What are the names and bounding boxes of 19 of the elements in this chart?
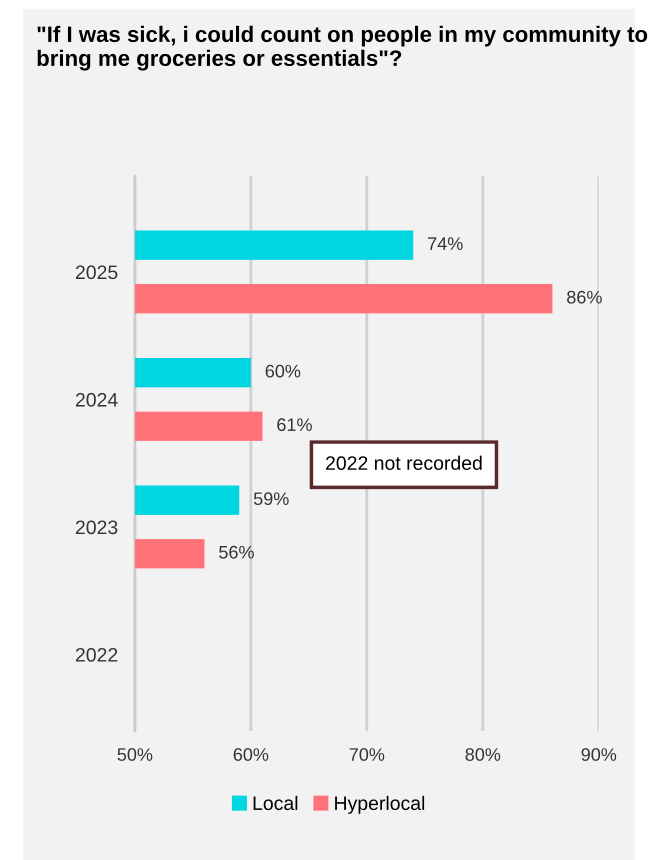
- data-label: 86%: [567, 290, 602, 304]
- y-tick-label: 2022: [76, 648, 118, 662]
- y-tick-label: 2023: [76, 520, 118, 534]
- x-tick-label: 90%: [582, 748, 616, 761]
- x-tick-label: 50%: [118, 748, 152, 761]
- y-tick-label: 2025: [76, 265, 118, 280]
- x-tick-label: 70%: [350, 748, 384, 761]
- x-tick-label: 60%: [234, 748, 268, 761]
- data-label: 56%: [219, 546, 254, 559]
- data-label: 61%: [277, 418, 312, 432]
- data-label: 74%: [428, 237, 463, 250]
- legend-label: Local: [254, 796, 298, 810]
- data-label: 60%: [266, 364, 300, 378]
- annotation: 2022 not recorded: [326, 456, 482, 470]
- legend-label: Hyperlocal: [335, 796, 424, 814]
- data-label: 59%: [254, 492, 289, 506]
- y-tick-label: 2024: [76, 392, 118, 407]
- chart-title: "If I was sick, i could count on people in my community to bring me groceries or essentials"?: [38, 26, 648, 71]
- x-tick-label: 80%: [466, 748, 500, 761]
